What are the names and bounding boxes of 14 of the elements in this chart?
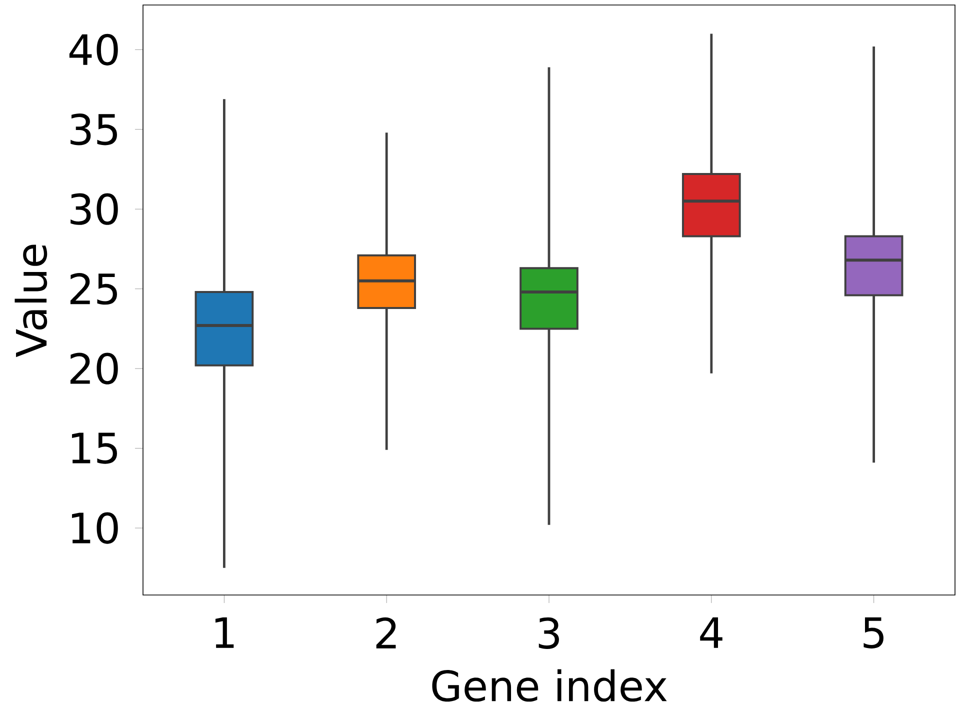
x-tick-label: 3 [538, 617, 559, 649]
x-tick-label: 2 [376, 617, 396, 648]
x-axis-title: Gene index [432, 669, 667, 702]
y-tick-label: 30 [70, 193, 118, 225]
y-tick-label: 20 [70, 352, 118, 384]
y-tick-label: 15 [72, 432, 117, 464]
x-tick-label: 1 [215, 617, 234, 648]
y-tick-label: 25 [70, 273, 117, 305]
y-axis-title: Value [14, 244, 48, 358]
y-tick-label: 10 [72, 512, 118, 544]
x-tick-label: 5 [864, 617, 884, 648]
y-tick-label: 40 [69, 34, 118, 66]
y-tick-label: 35 [70, 114, 117, 146]
x-tick-label: 4 [700, 617, 722, 648]
